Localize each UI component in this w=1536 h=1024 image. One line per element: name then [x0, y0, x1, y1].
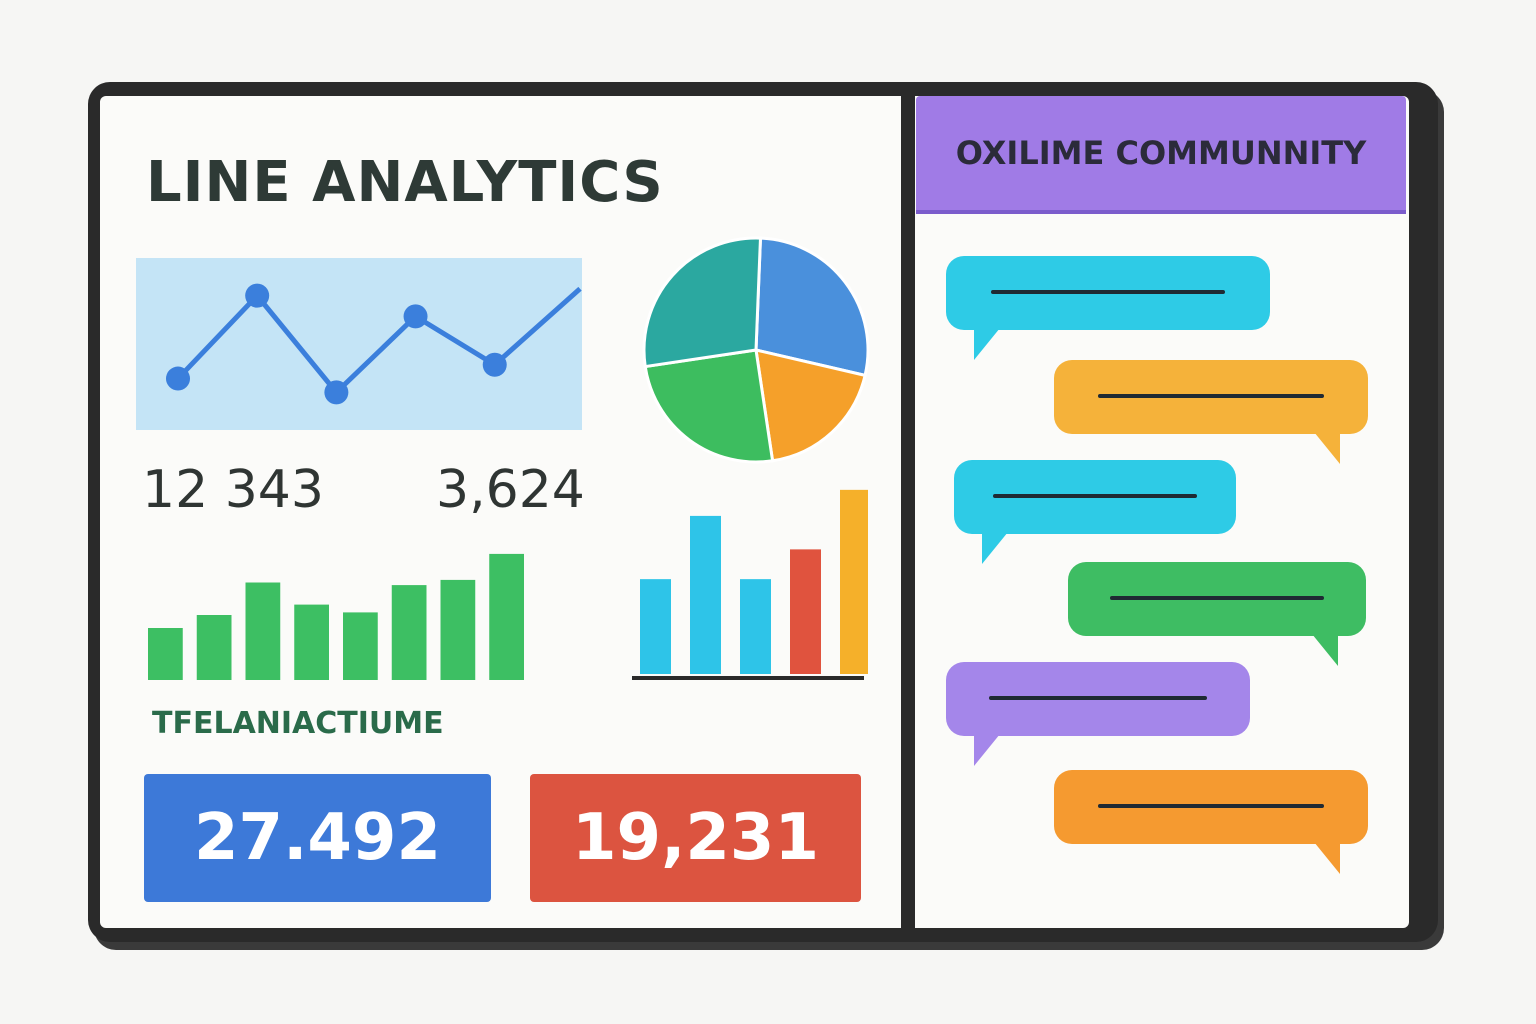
- green-bar-chart: [148, 553, 524, 680]
- kpi-card-blue: 27.492: [144, 774, 491, 902]
- message-text-line: [991, 290, 1225, 294]
- bar: [148, 628, 183, 680]
- bar: [343, 612, 378, 680]
- community-header: OXILIME COMMUNNITY: [916, 96, 1406, 214]
- bubble-tail: [1314, 432, 1340, 464]
- line-point: [245, 283, 270, 308]
- bar: [196, 615, 232, 680]
- bar: [790, 549, 821, 674]
- message-text-line: [1097, 394, 1325, 398]
- stat-value-primary: 12 343: [142, 460, 324, 520]
- line-series: [176, 286, 582, 395]
- bar: [245, 582, 281, 680]
- bar: [391, 585, 427, 680]
- pie-slice: [642, 236, 763, 369]
- chat-bubble-left: [954, 460, 1236, 564]
- bubble-tail: [974, 734, 1000, 766]
- multi-color-bar-chart: [632, 489, 868, 680]
- message-text-line: [1097, 804, 1325, 808]
- bar: [294, 604, 329, 680]
- chat-bubble-right: [1054, 360, 1368, 464]
- page-title: LINE ANALYTICS: [146, 150, 664, 215]
- line-point: [482, 352, 507, 377]
- message-text-line: [988, 696, 1208, 700]
- kpi-card-red: 19,231: [530, 774, 861, 902]
- pie-slice: [754, 348, 867, 463]
- bar: [440, 579, 476, 680]
- bar: [489, 553, 524, 680]
- bar: [840, 489, 868, 674]
- bar: [740, 579, 771, 674]
- chart-caption: TFELANIACTIUME: [152, 706, 444, 741]
- community-title: OXILIME COMMUNNITY: [955, 134, 1367, 172]
- message-text-line: [993, 494, 1197, 498]
- chat-bubble-left: [946, 256, 1270, 360]
- pie-chart: [642, 236, 870, 464]
- bubble-tail: [1314, 842, 1340, 874]
- message-text-line: [1109, 596, 1325, 600]
- line-point: [403, 304, 428, 329]
- stat-value-secondary: 3,624: [436, 460, 585, 520]
- pie-slice: [754, 236, 870, 378]
- chat-bubble-right: [1068, 562, 1366, 666]
- line-point: [324, 380, 349, 405]
- bar: [640, 579, 671, 674]
- bubble-tail: [1312, 634, 1338, 666]
- pie-slice: [643, 348, 775, 464]
- bubble-tail: [974, 328, 1000, 360]
- chat-bubble-right: [1054, 770, 1368, 874]
- bar: [690, 515, 721, 674]
- line-point: [166, 366, 190, 391]
- bubble-tail: [982, 532, 1008, 564]
- chat-bubble-left: [946, 662, 1250, 766]
- line-chart: [136, 258, 582, 430]
